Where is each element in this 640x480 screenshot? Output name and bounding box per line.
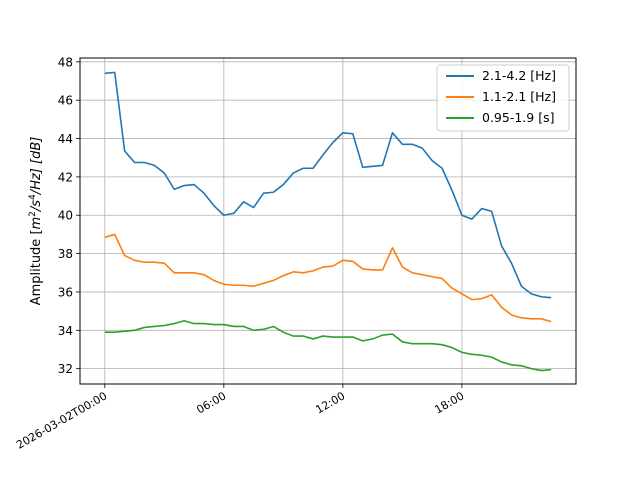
- series-line-1: [104, 233, 552, 323]
- y-tick-label-4: 40: [58, 209, 73, 223]
- y-axis-label: Amplitude [m2/s4/Hz] [dB]: [28, 137, 44, 306]
- legend-box: [436, 64, 570, 132]
- y-tick-label-5: 42: [58, 170, 73, 184]
- legend: 2.1-4.2 [Hz] 1.1-2.1 [Hz] 0.95-1.9 [s]: [436, 64, 570, 132]
- plot-frame: [79, 57, 577, 385]
- legend-entry-1: 1.1-2.1 [Hz]: [482, 89, 556, 104]
- y-tick-label-7: 46: [58, 94, 73, 108]
- y-tick-label-3: 38: [58, 247, 73, 261]
- legend-entry-0: 2.1-4.2 [Hz]: [482, 68, 556, 83]
- y-tick-label-0: 32: [58, 362, 73, 376]
- grid: [80, 58, 576, 384]
- y-tick-label-8: 48: [58, 55, 73, 69]
- y-tick-label-1: 34: [58, 324, 73, 338]
- legend-entry-2: 0.95-1.9 [s]: [482, 110, 554, 125]
- y-axis: 32 34 36 38 40 42 44 46 48: [58, 55, 80, 376]
- y-tick-label-6: 44: [58, 132, 73, 146]
- series-layer: [104, 71, 552, 372]
- series-line-0: [104, 71, 552, 299]
- y-tick-label-2: 36: [58, 285, 73, 299]
- series-line-2: [104, 319, 552, 372]
